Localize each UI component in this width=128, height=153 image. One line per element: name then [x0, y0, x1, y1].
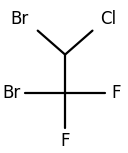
- Text: Br: Br: [2, 84, 21, 103]
- Text: Br: Br: [10, 10, 28, 28]
- Text: F: F: [111, 84, 121, 103]
- Text: F: F: [60, 132, 70, 150]
- Text: Cl: Cl: [101, 10, 117, 28]
